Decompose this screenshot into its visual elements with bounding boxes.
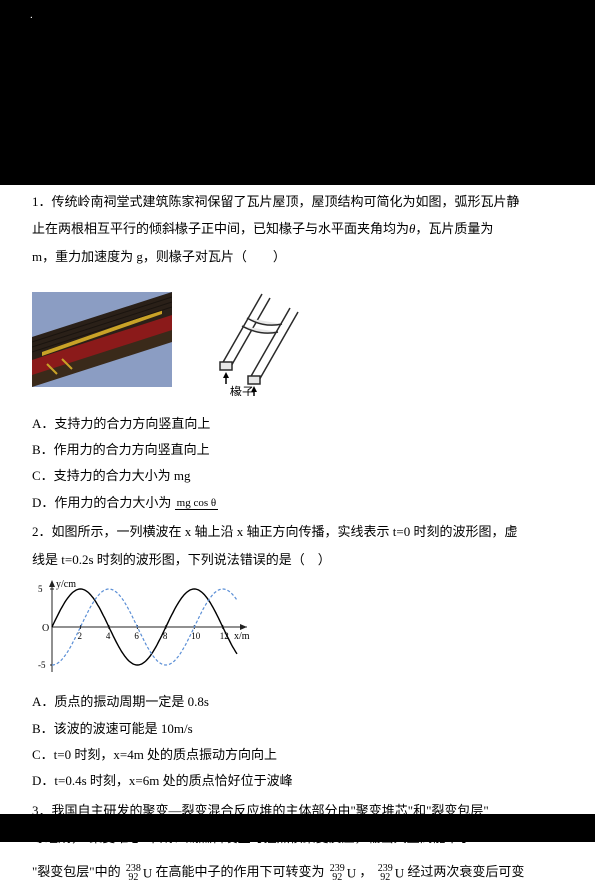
q3-line3-d: 经过两次衰变后可变: [407, 864, 524, 879]
q2-option-B: B．该波的波速可能是 10m/s: [32, 717, 563, 740]
u239a-sym: U: [347, 865, 356, 880]
u238-z: 92: [126, 873, 141, 882]
q2-wave-chart: x/my/cmO24681012-55: [32, 577, 563, 684]
u239a-mass: 239: [330, 864, 345, 873]
q2-option-C: C．t=0 时刻，x=4m 处的质点振动方向向上: [32, 743, 563, 766]
q1-figure-row: 椽子: [32, 276, 563, 403]
q1-line2-text: 止在两根相互平行的倾斜椽子正中间，已知椽子与水平面夹角均为: [32, 221, 409, 236]
uranium-239a: 239 92: [330, 864, 345, 882]
q2-line2: 线是 t=0.2s 时刻的波形图，下列说法错误的是（ ）: [32, 548, 563, 571]
content-area: 1．传统岭南祠堂式建筑陈家祠保留了瓦片屋顶，屋顶结构可简化为如图，弧形瓦片静 止…: [32, 190, 563, 888]
svg-text:-5: -5: [38, 660, 46, 670]
q1-line1: 1．传统岭南祠堂式建筑陈家祠保留了瓦片屋顶，屋顶结构可简化为如图，弧形瓦片静: [32, 190, 563, 213]
q1-line2-tail: ，瓦片质量为: [415, 221, 493, 236]
u239a-z: 92: [330, 873, 345, 882]
header-black-bar: [0, 0, 595, 185]
q3-line3-a: "裂变包层"中的: [32, 864, 121, 879]
u239b-sym: U: [395, 865, 404, 880]
q1-roof-photo: [32, 292, 172, 387]
svg-text:x/m: x/m: [234, 631, 250, 642]
svg-text:5: 5: [38, 584, 43, 594]
u238-mass: 238: [126, 864, 141, 873]
svg-text:2: 2: [77, 631, 82, 641]
svg-text:y/cm: y/cm: [56, 579, 76, 590]
page-marker: .: [30, 6, 33, 26]
svg-text:10: 10: [191, 631, 201, 641]
u239b-mass: 239: [378, 864, 393, 873]
q1-option-D-formula: mg cos θ: [175, 497, 219, 510]
q3-line3: "裂变包层"中的 238 92 U 在高能中子的作用下可转变为 239 92 U…: [32, 860, 563, 885]
q1-option-B: B．作用力的合力方向竖直向上: [32, 438, 563, 461]
svg-text:O: O: [42, 623, 49, 634]
q2-option-D: D．t=0.4s 时刻，x=6m 处的质点恰好位于波峰: [32, 769, 563, 792]
svg-text:6: 6: [134, 631, 139, 641]
q1-option-A: A．支持力的合力方向竖直向上: [32, 412, 563, 435]
u238-sym: U: [143, 865, 152, 880]
uranium-238: 238 92: [126, 864, 141, 882]
q1-option-D: D．作用力的合力大小为 mg cos θ: [32, 491, 563, 514]
q1-D-formula-top: mg cos θ: [175, 497, 219, 510]
svg-text:4: 4: [106, 631, 111, 641]
q1-option-C: C．支持力的合力大小为 mg: [32, 464, 563, 487]
footer-black-bar: [0, 814, 595, 842]
q1-rafter-diagram: 椽子: [192, 276, 312, 403]
q1-option-D-prefix: D．作用力的合力大小为: [32, 495, 171, 510]
uranium-239b: 239 92: [378, 864, 393, 882]
q1-line2: 止在两根相互平行的倾斜椽子正中间，已知椽子与水平面夹角均为θ，瓦片质量为: [32, 217, 563, 240]
u239b-z: 92: [378, 873, 393, 882]
rafter-label-text: 椽子: [230, 385, 254, 396]
q2-option-A: A．质点的振动周期一定是 0.8s: [32, 690, 563, 713]
q3-line3-c: ，: [359, 864, 372, 879]
q1-line3: m，重力加速度为 g，则椽子对瓦片（ ）: [32, 245, 563, 268]
q3-line3-b: 在高能中子的作用下可转变为: [156, 864, 325, 879]
q2-line1: 2．如图所示，一列横波在 x 轴上沿 x 轴正方向传播，实线表示 t=0 时刻的…: [32, 520, 563, 543]
